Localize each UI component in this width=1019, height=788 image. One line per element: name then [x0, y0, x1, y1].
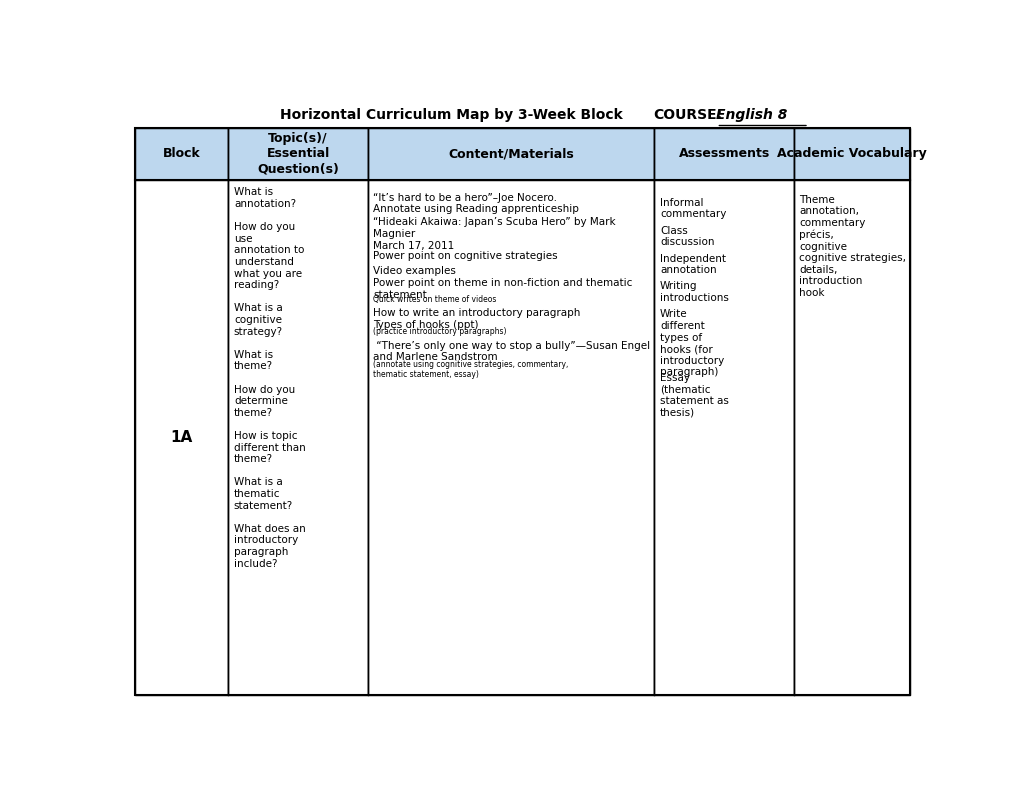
Text: (annotate using cognitive strategies, commentary,
thematic statement, essay): (annotate using cognitive strategies, co…	[373, 360, 569, 380]
Text: Academic Vocabulary: Academic Vocabulary	[776, 147, 926, 160]
Text: Writing
introductions: Writing introductions	[659, 281, 729, 303]
Text: Write
different
types of
hooks (for
introductory
paragraph): Write different types of hooks (for intr…	[659, 310, 723, 377]
Bar	[654, 180, 793, 695]
Bar	[136, 180, 228, 695]
Text: Content/Materials: Content/Materials	[447, 147, 574, 160]
Text: Theme
annotation,
commentary
précis,
cognitive
cognitive strategies,
details,
in: Theme annotation, commentary précis, cog…	[799, 195, 906, 298]
Bar	[136, 128, 228, 180]
Text: Video examples
Power point on theme in non-fiction and thematic
statement: Video examples Power point on theme in n…	[373, 266, 632, 299]
Text: Power point on cognitive strategies: Power point on cognitive strategies	[373, 251, 557, 261]
Bar	[368, 180, 654, 695]
Text: “Hideaki Akaiwa: Japan’s Scuba Hero” by Mark
Magnier
March 17, 2011: “Hideaki Akaiwa: Japan’s Scuba Hero” by …	[373, 217, 615, 251]
Text: Independent
annotation: Independent annotation	[659, 254, 726, 275]
Text: “It’s hard to be a hero”–Joe Nocero.
Annotate using Reading apprenticeship: “It’s hard to be a hero”–Joe Nocero. Ann…	[373, 193, 579, 214]
Text: How to write an introductory paragraph
Types of hooks (ppt): How to write an introductory paragraph T…	[373, 308, 580, 329]
Bar	[228, 128, 368, 180]
Bar	[793, 180, 909, 695]
Text: Block: Block	[163, 147, 201, 160]
Text: Essay
(thematic
statement as
thesis): Essay (thematic statement as thesis)	[659, 373, 729, 418]
Text: (practice introductory paragraphs): (practice introductory paragraphs)	[373, 328, 506, 336]
Text: “There’s only one way to stop a bully”—Susan Engel
and Marlene Sandstrom: “There’s only one way to stop a bully”—S…	[373, 340, 650, 362]
Text: Assessments: Assessments	[678, 147, 769, 160]
Text: 1A: 1A	[170, 430, 193, 445]
Text: Informal
commentary: Informal commentary	[659, 198, 726, 219]
Text: English 8: English 8	[715, 108, 787, 122]
Text: Topic(s)/
Essential
Question(s): Topic(s)/ Essential Question(s)	[257, 132, 338, 175]
Text: Quick writes on theme of videos: Quick writes on theme of videos	[373, 295, 496, 304]
Text: COURSE:: COURSE:	[652, 108, 721, 122]
Bar	[654, 128, 793, 180]
Bar	[228, 180, 368, 695]
Bar	[368, 128, 654, 180]
Text: Class
discussion: Class discussion	[659, 225, 713, 247]
Text: Horizontal Curriculum Map by 3-Week Block: Horizontal Curriculum Map by 3-Week Bloc…	[280, 108, 623, 122]
Bar	[793, 128, 909, 180]
Text: What is
annotation?

How do you
use
annotation to
understand
what you are
readin: What is annotation? How do you use annot…	[233, 188, 306, 569]
